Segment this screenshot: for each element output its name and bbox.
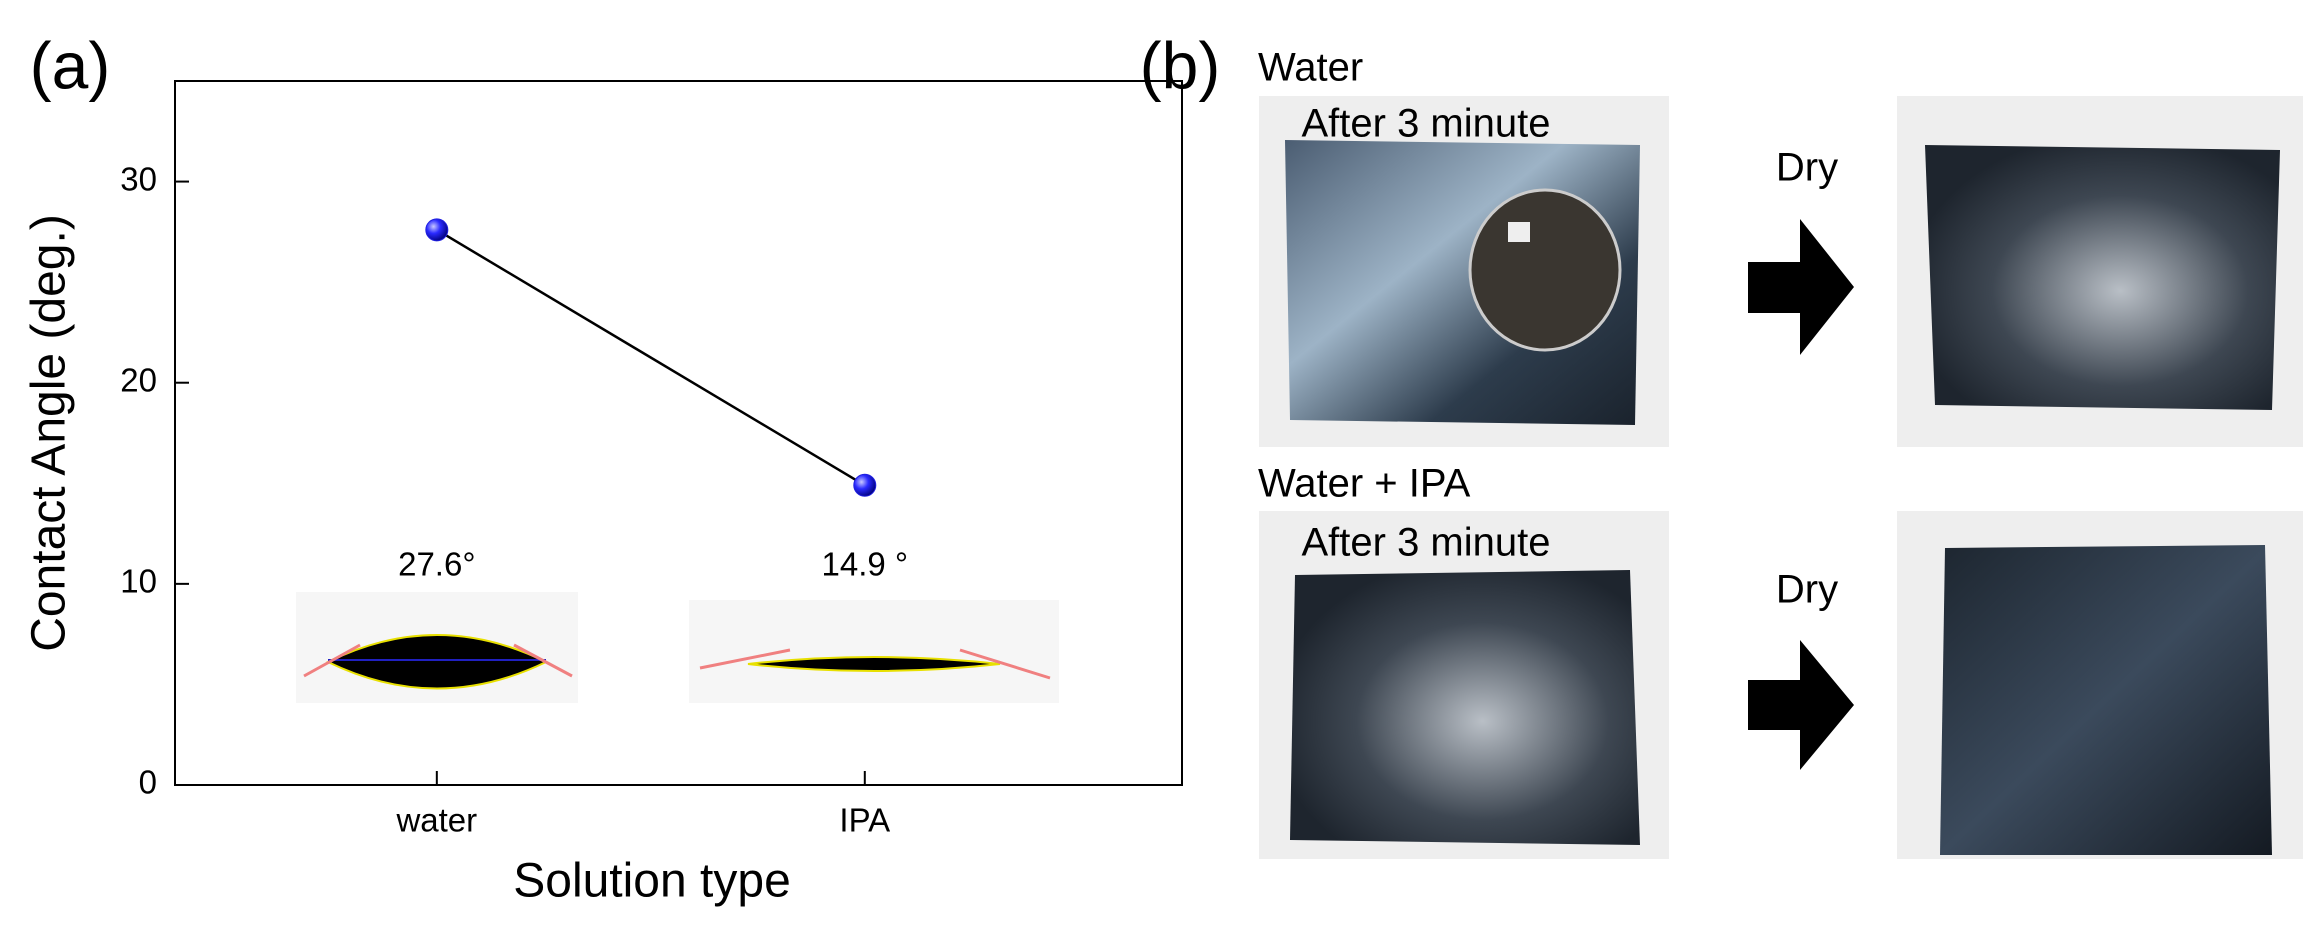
photo-title: Water	[1258, 46, 1363, 90]
x-axis-title: Solution type	[513, 855, 791, 908]
photo	[1259, 96, 1669, 447]
value-label: 14.9 °	[821, 546, 908, 583]
photo-title: Water + IPA	[1258, 462, 1471, 506]
arrow-label: Dry	[1776, 146, 1838, 190]
value-label: 27.6°	[398, 546, 475, 583]
y-axis-title: Contact Angle (deg.)	[23, 214, 76, 652]
x-tick-label: IPA	[839, 802, 890, 839]
droplet-image	[689, 600, 1059, 703]
arrow	[1748, 640, 1854, 770]
data-line	[436, 228, 866, 487]
y-tick-label: 0	[139, 764, 157, 801]
y-tick-label: 30	[120, 160, 157, 197]
photo	[1259, 511, 1669, 859]
droplet-image	[296, 592, 578, 703]
photo-caption: After 3 minute	[1301, 521, 1550, 565]
photo	[1897, 511, 2303, 859]
data-point	[853, 473, 877, 497]
arrow-label: Dry	[1776, 568, 1838, 612]
arrow	[1748, 219, 1854, 355]
photo	[1897, 96, 2303, 447]
y-tick-label: 20	[120, 361, 157, 398]
x-tick-label: water	[395, 802, 477, 839]
panel-label: (b)	[1140, 28, 1221, 102]
photo-caption: After 3 minute	[1301, 102, 1550, 146]
panel-label: (a)	[30, 28, 111, 102]
plot-frame	[174, 80, 1183, 786]
data-point	[425, 218, 449, 242]
y-tick-label: 10	[120, 563, 157, 600]
